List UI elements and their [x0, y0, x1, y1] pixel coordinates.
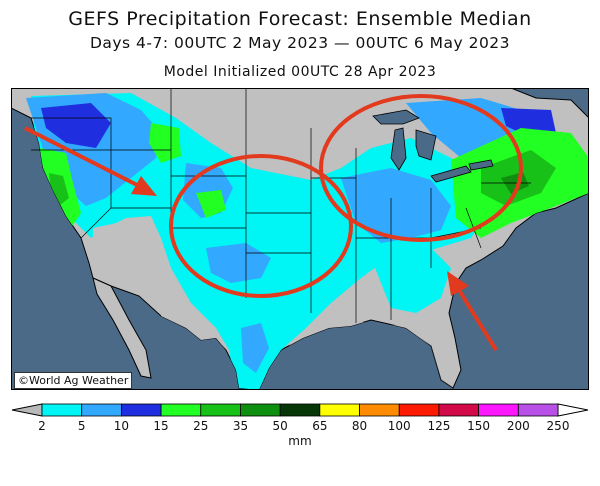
- legend-tick-label: 100: [388, 419, 411, 433]
- legend-tick-label: 65: [312, 419, 327, 433]
- legend-above-triangle: [557, 403, 589, 417]
- legend-tick-label: 200: [507, 419, 530, 433]
- annotation-circle-great-lakes: [319, 94, 523, 242]
- precip-field: [26, 93, 589, 390]
- legend-tick-label: 250: [547, 419, 570, 433]
- model-init-time: Model Initialized 00UTC 28 Apr 2023: [163, 64, 437, 80]
- legend-swatch: [478, 403, 519, 417]
- map-title: GEFS Precipitation Forecast: Ensemble Me…: [68, 8, 532, 30]
- legend-tick-label: 80: [352, 419, 367, 433]
- legend-tick-label: 25: [193, 419, 208, 433]
- legend-swatch: [160, 403, 202, 417]
- legend-units: mm: [288, 434, 312, 448]
- legend-bar: 2 5 10 15 25 35 50 65 80 100 125 150 200 250: [11, 403, 589, 433]
- baja-peninsula: [92, 277, 152, 379]
- legend-tick-label: 5: [78, 419, 86, 433]
- legend-tick-label: 10: [114, 419, 129, 433]
- legend-below-triangle: [11, 403, 43, 417]
- legend-tick-label: 150: [467, 419, 490, 433]
- annotation-arrow-west: [24, 126, 157, 196]
- legend-swatch: [438, 403, 480, 417]
- legend-tick-label: 2: [38, 419, 46, 433]
- forecast-period: Days 4-7: 00UTC 2 May 2023 — 00UTC 6 May…: [89, 34, 511, 52]
- legend-swatch: [240, 403, 281, 417]
- legend-tick-label: 15: [153, 419, 168, 433]
- state-borders: [31, 88, 531, 323]
- legend-swatch: [398, 403, 440, 417]
- legend-swatch: [200, 403, 241, 417]
- legend-swatch: [120, 403, 162, 417]
- legend-tick-label: 125: [427, 419, 450, 433]
- precipitation-map: [11, 88, 589, 390]
- credit-label: ©World Ag Weather: [14, 372, 133, 389]
- legend-swatch: [359, 403, 400, 417]
- legend-swatch: [279, 403, 321, 417]
- map-canvas: [11, 88, 589, 390]
- legend-swatch: [81, 403, 122, 417]
- annotation-arrow-southeast: [447, 271, 498, 352]
- legend-swatch: [41, 403, 83, 417]
- annotation-circle-plains: [169, 154, 353, 298]
- legend-tick-label: 50: [273, 419, 288, 433]
- legend-swatch: [517, 403, 559, 417]
- legend-tick-label: 35: [233, 419, 248, 433]
- color-legend: 2 5 10 15 25 35 50 65 80 100 125 150 200 250: [8, 398, 592, 458]
- legend-swatch: [319, 403, 360, 417]
- map-frame: [11, 88, 589, 390]
